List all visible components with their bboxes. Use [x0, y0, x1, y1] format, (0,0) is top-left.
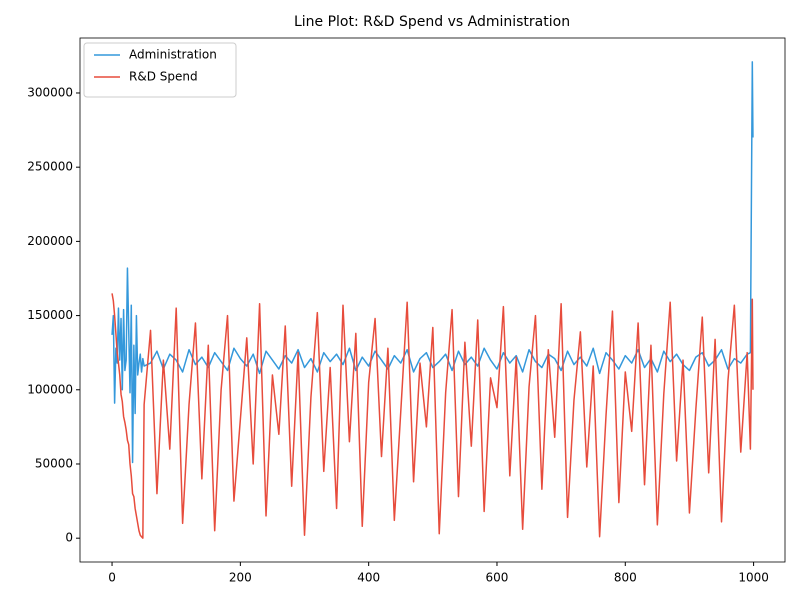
x-tick-label: 600: [486, 571, 509, 585]
plot-frame: [79, 37, 786, 563]
y-tick-label: 100000: [27, 382, 73, 396]
chart-title: Line Plot: R&D Spend vs Administration: [294, 14, 570, 30]
y-tick-label: 300000: [27, 85, 73, 99]
series-line: [111, 293, 754, 539]
x-tick-label: 200: [229, 571, 252, 585]
x-tick-label: 1000: [738, 571, 769, 585]
legend-label: R&D Spend: [129, 70, 198, 84]
y-tick-label: 250000: [27, 160, 73, 174]
x-tick-label: 800: [614, 571, 637, 585]
y-tick-label: 0: [65, 531, 73, 545]
y-tick-label: 150000: [27, 308, 73, 322]
legend-box: [83, 42, 237, 98]
x-tick-label: 0: [108, 571, 116, 585]
x-tick-label: 400: [357, 571, 380, 585]
legend-label: Administration: [129, 48, 217, 62]
y-tick-label: 50000: [35, 456, 73, 470]
y-tick-label: 200000: [27, 234, 73, 248]
